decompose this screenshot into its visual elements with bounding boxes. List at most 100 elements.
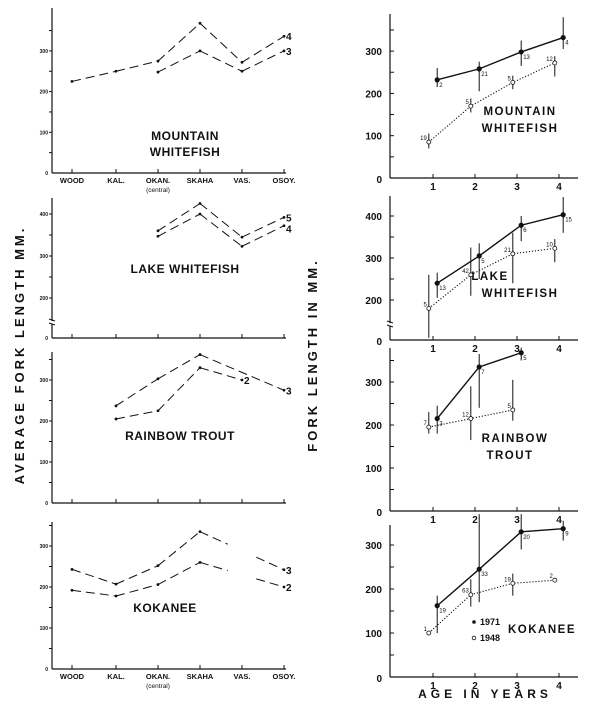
right-panel-lake-whitefish: 0 200 300 400 1 2 3 4 LAKE WHITEFISH 13 5 6 15 5 42 21 10 (365, 196, 578, 355)
panel-title: KOKANEE (508, 624, 576, 636)
series-line-segment (241, 35, 285, 63)
data-point (240, 60, 244, 64)
legend-label-1971: 1971 (480, 617, 500, 627)
series-line-segment (199, 561, 228, 571)
y-tick-label: 300 (40, 378, 49, 384)
x-tick-label: 1 (430, 344, 436, 355)
x-tick-label: 1 (430, 182, 436, 193)
series-1948: 1 63 19 2 (423, 573, 558, 636)
y-tick-label: 300 (40, 49, 49, 55)
y-tick-label: 300 (365, 378, 382, 389)
x-tick-label: 4 (556, 344, 562, 355)
sample-size-label: 5 (523, 356, 527, 362)
series-end-label: 2 (244, 376, 250, 387)
series-line-segment (241, 216, 285, 238)
data-point (240, 244, 244, 248)
series-line-segment (241, 225, 285, 247)
axis-break-gap (388, 323, 392, 326)
series-line-segment (199, 531, 228, 545)
sample-size-label: 21 (481, 72, 488, 78)
series-line-segment (71, 568, 117, 585)
y-tick-label: 200 (365, 89, 382, 100)
sample-size-label: 5 (507, 404, 511, 410)
series-3: 3 (114, 353, 292, 408)
data-point (156, 229, 160, 233)
data-point (552, 60, 558, 66)
sample-size-label: 7 (423, 421, 427, 427)
data-point (434, 603, 440, 609)
data-point (240, 378, 244, 382)
data-point (426, 305, 432, 311)
panel-title: KOKANEE (133, 601, 197, 615)
data-point (198, 21, 202, 25)
series-end-label: 2 (286, 583, 292, 594)
sample-size-label: 9 (565, 532, 569, 538)
series-line-segment (157, 50, 201, 73)
series-line-segment (157, 531, 201, 567)
data-point (518, 49, 524, 55)
series-end-label: 3 (286, 386, 292, 397)
series-line (428, 579, 555, 634)
y-tick-label: 400 (40, 212, 49, 218)
series-line-segment (157, 561, 201, 585)
series-line (436, 214, 564, 284)
x-tick-label: 4 (556, 182, 562, 193)
y-tick-label: 200 (40, 419, 49, 425)
panel-title: RAINBOW (482, 433, 549, 445)
data-point (282, 34, 286, 38)
data-point (510, 580, 516, 586)
panel-title: LAKE (471, 271, 508, 283)
data-point (198, 353, 202, 356)
x-tick-label: OSOY. (273, 176, 296, 185)
legend-marker-1971 (472, 620, 476, 624)
y-tick-label: 300 (365, 254, 382, 265)
data-point (510, 80, 516, 85)
y-tick-label: 0 (45, 171, 48, 177)
sample-size-label: 2 (439, 83, 443, 89)
series-line-segment (115, 565, 159, 585)
data-point (518, 529, 524, 535)
series-line-segment (115, 584, 159, 597)
series-line-segment (115, 60, 159, 72)
data-point (510, 251, 516, 257)
data-point (198, 561, 202, 564)
data-point (114, 582, 118, 586)
data-point (156, 234, 160, 238)
data-point (114, 417, 118, 421)
data-point (70, 588, 74, 592)
data-point (198, 366, 202, 370)
x-tick-label: OKAN. (146, 176, 170, 185)
y-tick-label: 100 (40, 130, 49, 136)
series-line-segment (157, 22, 201, 62)
x-tick-label: 3 (514, 681, 520, 692)
sample-size-label: 21 (504, 248, 511, 254)
series-end-label: 3 (286, 47, 292, 58)
sample-size-label: 33 (481, 572, 488, 578)
series-5: 5 (156, 202, 292, 239)
data-point (198, 530, 202, 534)
x-tick-label: KAL. (107, 176, 125, 185)
panel-title: WHITEFISH (482, 288, 559, 300)
data-point (518, 222, 524, 228)
y-tick-label: 200 (40, 585, 49, 591)
data-point (198, 212, 202, 216)
data-point (282, 585, 286, 589)
data-point (476, 253, 482, 259)
series-line-segment (157, 203, 201, 232)
x-tick-label: 2 (472, 681, 478, 692)
series-1948: 5 42 21 10 (423, 232, 558, 338)
data-point (468, 103, 474, 109)
data-point (156, 59, 160, 63)
sample-size-label: 19 (420, 136, 427, 142)
series-line-segment (157, 213, 201, 237)
series-line-segment (199, 203, 243, 238)
x-tick-label: 3 (514, 515, 520, 526)
panel-title: WHITEFISH (482, 123, 559, 135)
data-point (434, 415, 440, 422)
sample-size-label: 6 (523, 228, 527, 234)
legend: 1971 1948 (471, 617, 500, 643)
series-1971: 13 5 6 15 (434, 197, 573, 298)
sample-size-label: 10 (546, 242, 553, 248)
y-tick-label: 300 (365, 47, 382, 58)
